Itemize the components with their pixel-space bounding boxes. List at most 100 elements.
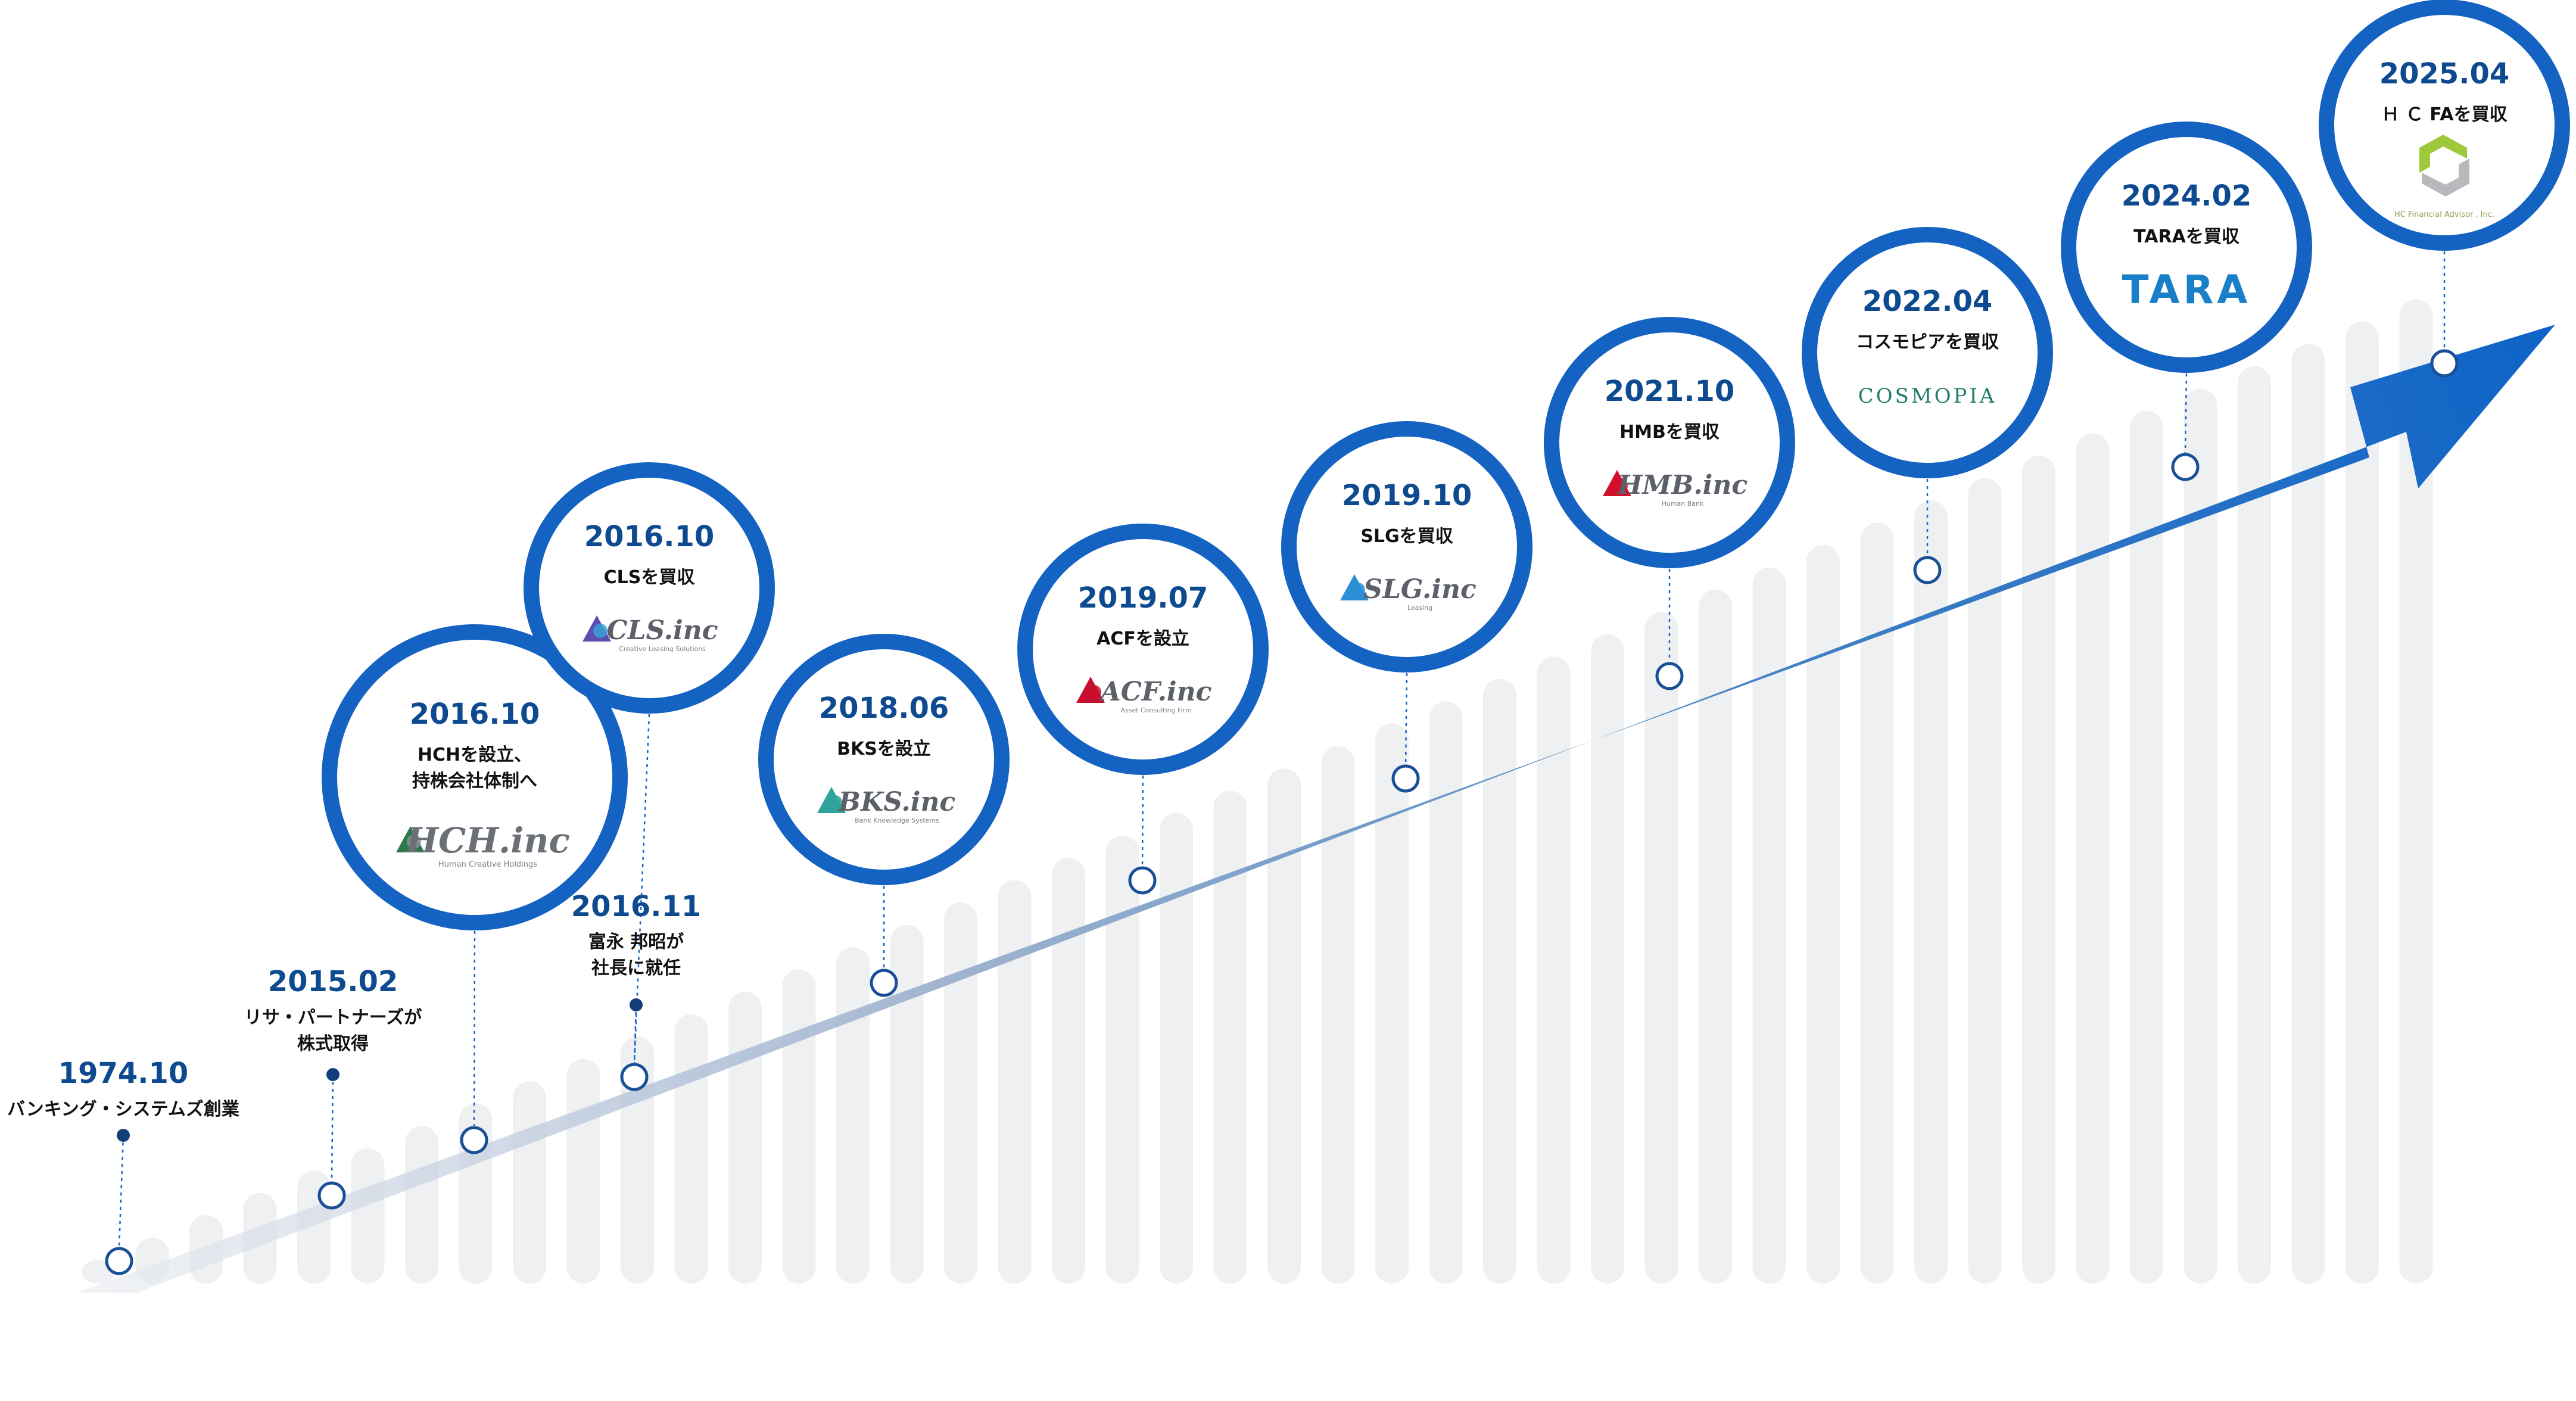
connector-line [118, 1135, 124, 1247]
event-badge [758, 634, 1010, 885]
background-bar [1537, 656, 1571, 1284]
background-bar [1644, 612, 1678, 1284]
background-bar [1806, 545, 1840, 1284]
logo-subtitle: Leasing [1407, 604, 1432, 612]
timeline-node [2171, 453, 2200, 481]
background-bar [2346, 322, 2379, 1284]
background-bar [1752, 567, 1786, 1284]
timeline-node [1391, 764, 1420, 793]
logo-text: HMB.inc [1616, 470, 1748, 500]
event-description: バンキング・システムズ創業 [7, 1099, 239, 1120]
timeline-node [1128, 866, 1157, 895]
background-bar [782, 969, 816, 1284]
background-bar [1483, 679, 1516, 1284]
event-description: HMBを買収 [1619, 422, 1720, 443]
logo-text: BKS.inc [837, 787, 956, 817]
event-date: 2025.04 [2379, 57, 2510, 91]
logo-subtitle: Asset Consulting Firm [1120, 706, 1191, 714]
logo-subtitle: Human Creative Holdings [438, 860, 537, 869]
timeline-node [1913, 556, 1942, 584]
event-description: TARAを買収 [2133, 226, 2240, 247]
background-bar [944, 902, 977, 1284]
timeline-node [460, 1126, 488, 1154]
background-bar [1267, 768, 1301, 1284]
event-date: 2021.10 [1605, 375, 1735, 408]
timeline-event: 2024.02 TARAを買収 TARA [2061, 122, 2312, 481]
cosmopia-logo: COSMOPIA [1858, 384, 1997, 408]
background-bar [1429, 701, 1463, 1284]
event-date: 2016.11 [571, 890, 702, 923]
connector-line [633, 1004, 637, 1063]
background-bar [998, 880, 1032, 1284]
event-description: CLSを買収 [604, 567, 696, 588]
event-badge [1281, 421, 1532, 673]
timeline-node [105, 1247, 133, 1275]
event-description: ACFを設立 [1097, 628, 1189, 649]
logo-text: CLS.inc [607, 615, 718, 646]
background-bar [1699, 590, 1732, 1284]
timeline-event: 1974.10 バンキング・システムズ創業 [7, 1057, 239, 1275]
event-badge [2061, 122, 2312, 373]
event-badge [1802, 227, 2053, 478]
event-date: 2016.10 [410, 698, 540, 731]
background-bar [2076, 433, 2110, 1284]
timeline-event: 2022.04 コスモピアを買収 COSMOPIA [1802, 227, 2053, 584]
background-bar [1914, 500, 1948, 1284]
logo-text: SLG.inc [1363, 574, 1477, 605]
timeline-node [620, 1063, 649, 1091]
background-bar [728, 992, 762, 1284]
timeline-node [2430, 349, 2459, 378]
event-date: 2018.06 [819, 692, 949, 725]
event-description: 持株会社体制へ [412, 771, 537, 792]
background-bar [2130, 411, 2163, 1284]
logo-text: TARA [2122, 267, 2251, 313]
event-dot [326, 1068, 339, 1081]
timeline-node [870, 969, 898, 997]
background-bar [1160, 813, 1193, 1284]
event-description: HCHを設立、 [418, 745, 532, 765]
connector-line [1141, 775, 1144, 867]
background-bar [2291, 344, 2325, 1284]
event-description: 富永 邦昭が [588, 932, 684, 952]
event-date: 1974.10 [58, 1057, 189, 1090]
background-bar [1375, 724, 1409, 1284]
background-bar [351, 1148, 385, 1284]
event-date: 2016.10 [584, 520, 715, 553]
events: 1974.10 バンキング・システムズ創業 2015.02 リサ・パートナーズが株式取… [7, 0, 2570, 1275]
logo-text: COSMOPIA [1858, 384, 1997, 408]
timeline-node [1655, 662, 1684, 690]
event-date: 2024.02 [2122, 179, 2252, 213]
event-description: BKSを設立 [837, 739, 931, 759]
logo-subtitle: Human Bank [1662, 500, 1704, 508]
tara-logo: TARA [2122, 267, 2251, 313]
background-bar [566, 1058, 600, 1284]
timeline-node [317, 1181, 346, 1210]
event-badge [1544, 317, 1795, 568]
event-badge [524, 462, 775, 714]
background-bar [890, 924, 924, 1284]
connector-line [633, 714, 650, 1063]
logo-subtitle: Creative Leasing Solutions [619, 645, 706, 653]
background-bar [1052, 858, 1085, 1284]
event-date: 2015.02 [268, 965, 398, 998]
event-description: SLGを買収 [1360, 526, 1453, 547]
connector-line [1404, 673, 1408, 765]
logo-text: HCH.inc [404, 820, 569, 861]
event-dot [630, 998, 643, 1011]
background-bar [1321, 746, 1355, 1284]
logo-text: ACF.inc [1098, 677, 1212, 707]
event-date: 2019.07 [1078, 581, 1208, 615]
